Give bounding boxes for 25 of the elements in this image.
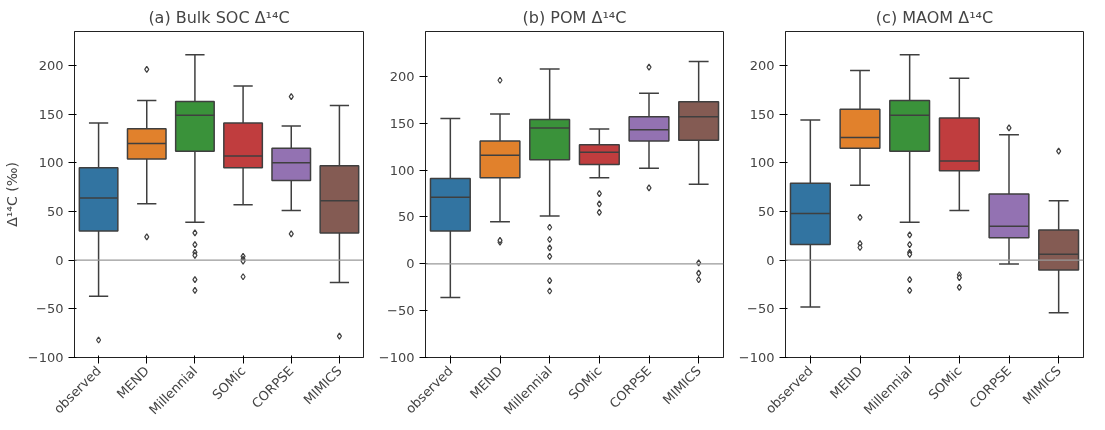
- y-tick-label: −50: [36, 301, 64, 317]
- y-tick-label: 100: [389, 162, 415, 178]
- y-tick-label: −100: [27, 350, 64, 365]
- y-tick-label: 0: [766, 252, 775, 268]
- y-tick-label: 0: [406, 256, 415, 272]
- chart-title: (b) POM Δ¹⁴C: [522, 7, 627, 27]
- y-tick-label: −100: [378, 350, 415, 365]
- y-tick-label: 150: [749, 106, 775, 122]
- y-tick-label: −50: [387, 303, 415, 319]
- y-tick-label: 200: [749, 58, 775, 74]
- y-tick-label: 200: [389, 68, 415, 84]
- chart-title: (a) Bulk SOC Δ¹⁴C: [148, 7, 290, 27]
- y-tick-label: 150: [38, 106, 64, 122]
- y-tick-label: 0: [55, 252, 64, 268]
- y-tick-label: 200: [38, 58, 64, 74]
- y-tick-label: 50: [397, 209, 415, 225]
- y-tick-label: 100: [749, 155, 775, 171]
- y-tick-label: −100: [738, 350, 775, 365]
- y-tick-label: 150: [389, 115, 415, 131]
- chart-title: (c) MAOM Δ¹⁴C: [875, 7, 994, 27]
- y-tick-label: 50: [757, 204, 775, 220]
- y-tick-label: 100: [38, 155, 64, 171]
- y-tick-label: −50: [747, 301, 775, 317]
- y-tick-label: 50: [46, 204, 64, 220]
- y-axis-title: Δ¹⁴C (‰): [3, 162, 20, 227]
